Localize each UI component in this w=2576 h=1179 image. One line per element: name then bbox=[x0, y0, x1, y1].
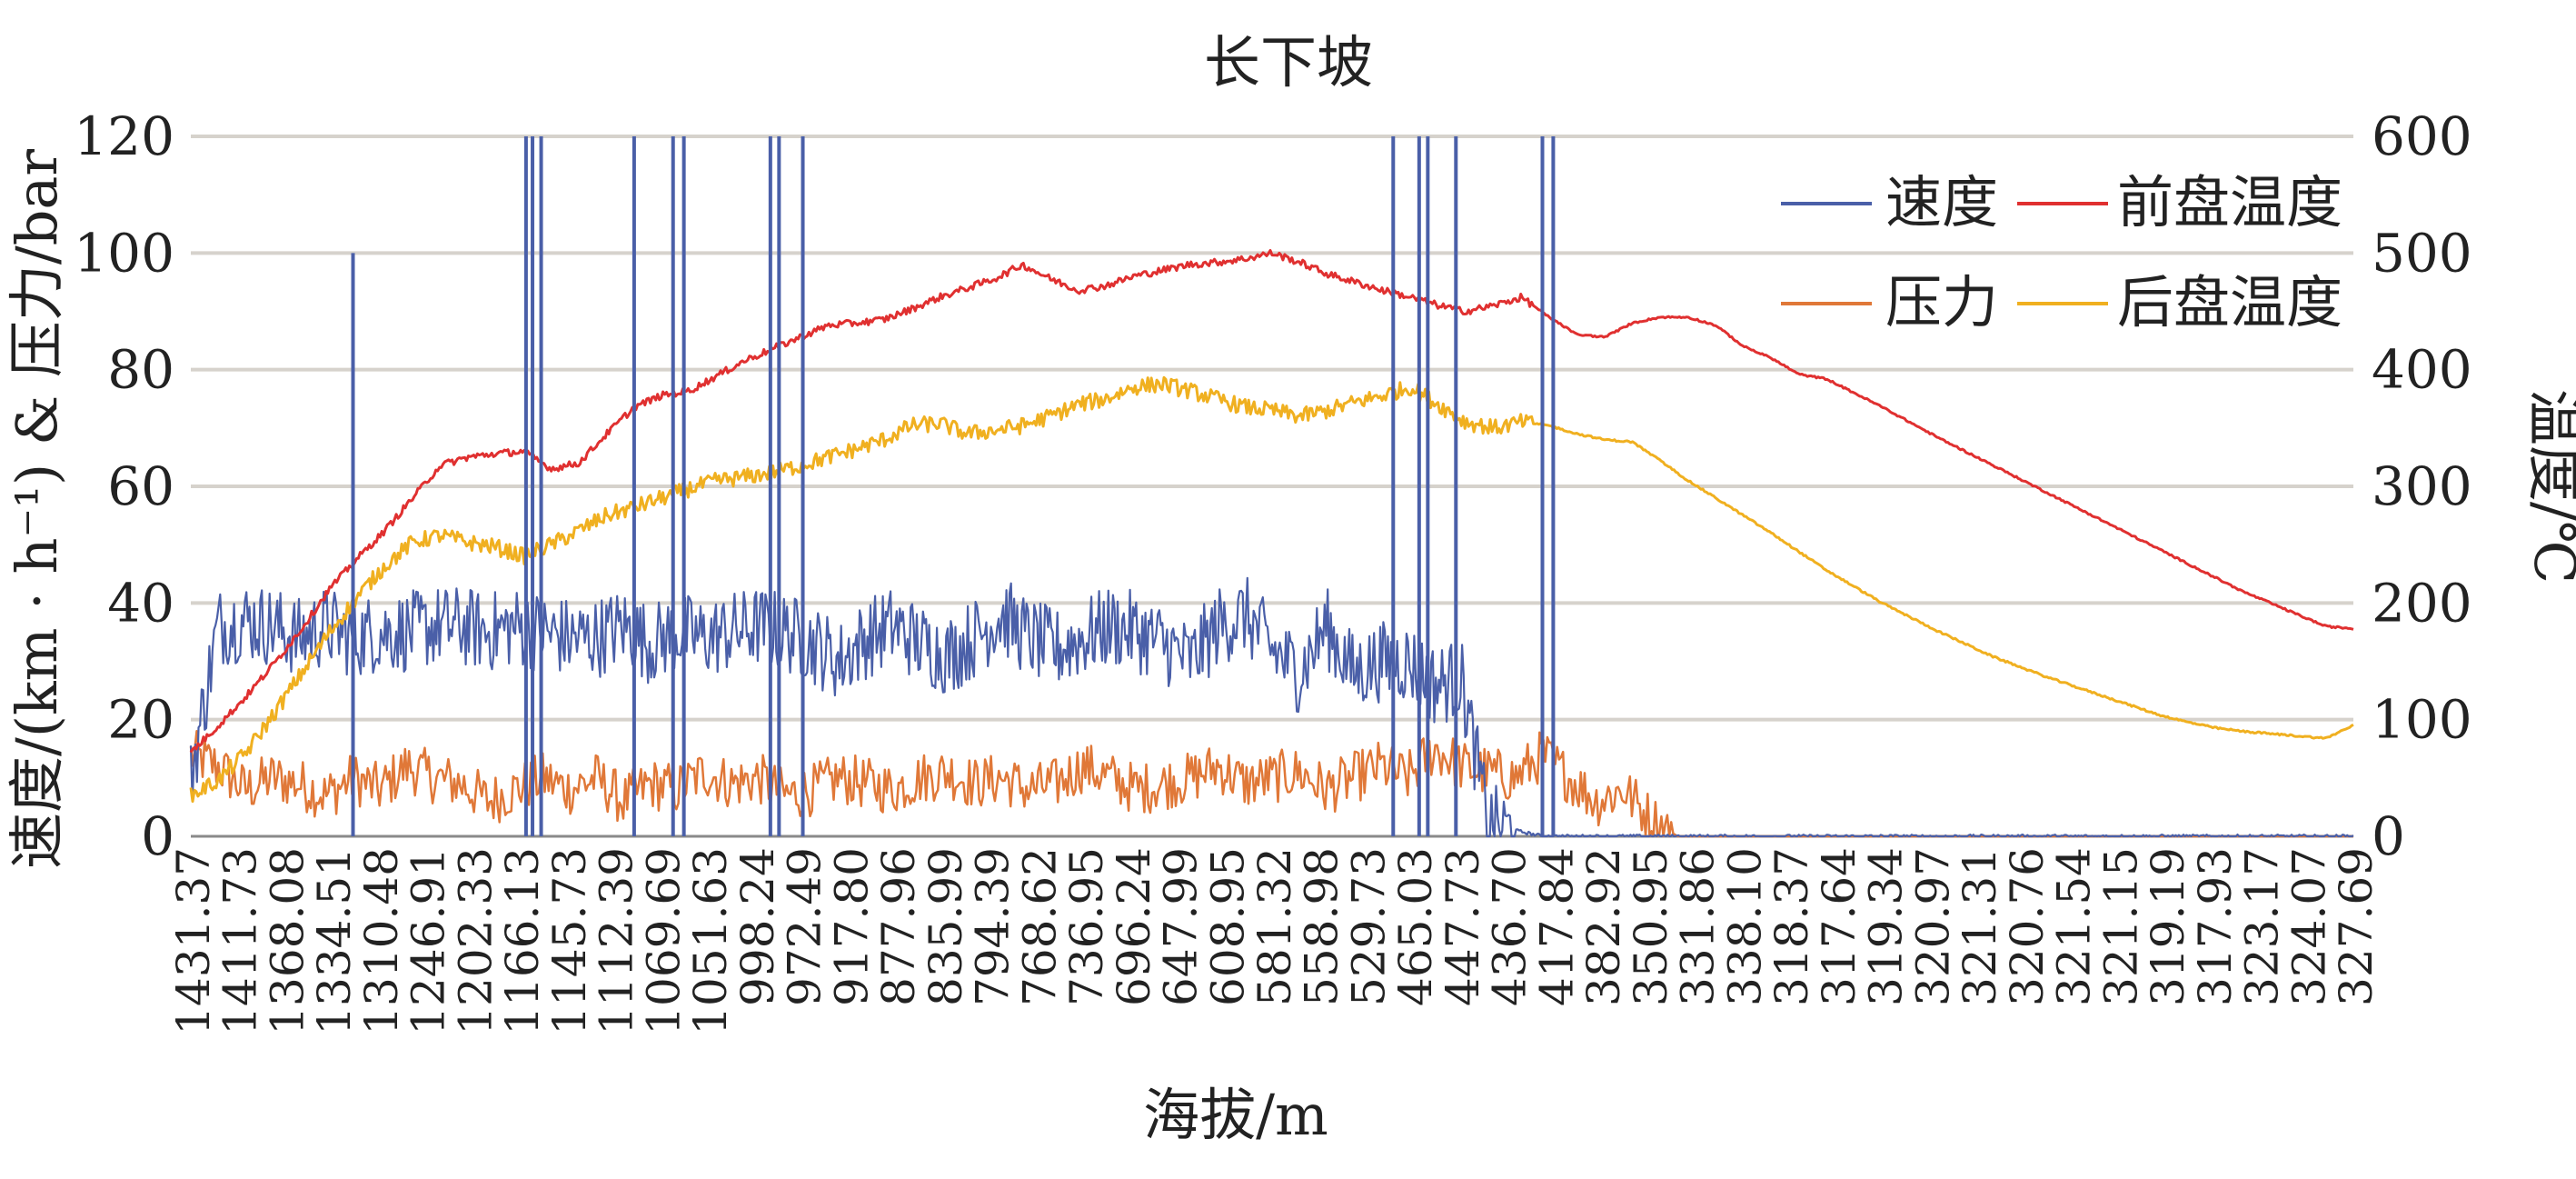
legend-label-rear-disc: 后盘温度 bbox=[2117, 269, 2342, 335]
x-tick-label: 736.95 bbox=[1060, 847, 1113, 1006]
y-right-tick-label: 600 bbox=[2372, 105, 2472, 167]
gridlines bbox=[191, 135, 2353, 838]
series-lines bbox=[189, 136, 2354, 838]
x-tick-label: 1051.63 bbox=[684, 847, 737, 1035]
left-y-ticks: 0 20 40 60 80 100 120 bbox=[74, 105, 174, 867]
x-tick-label: 1069.69 bbox=[637, 847, 690, 1035]
x-tick-label: 1166.13 bbox=[496, 847, 549, 1035]
x-tick-label: 327.69 bbox=[2330, 847, 2382, 1006]
y-left-tick-label: 120 bbox=[74, 105, 174, 167]
legend-label-front-disc: 前盘温度 bbox=[2117, 169, 2342, 235]
x-tick-label: 998.24 bbox=[731, 847, 784, 1006]
x-tick-label: 835.99 bbox=[920, 847, 972, 1006]
x-tick-label: 382.92 bbox=[1577, 847, 1630, 1006]
y-right-tick-label: 0 bbox=[2372, 805, 2405, 867]
x-tick-label: 917.80 bbox=[825, 847, 878, 1006]
y-right-tick-label: 500 bbox=[2372, 222, 2472, 284]
x-tick-label: 608.95 bbox=[1201, 847, 1254, 1006]
x-tick-label: 558.98 bbox=[1296, 847, 1348, 1006]
x-tick-label: 436.70 bbox=[1484, 847, 1537, 1006]
x-ticks: 1431.371411.731368.081334.511310.481246.… bbox=[167, 847, 2382, 1035]
x-tick-label: 321.54 bbox=[2048, 847, 2101, 1006]
legend: 速度 前盘温度 压力 后盘温度 bbox=[1781, 169, 2342, 335]
x-tick-label: 317.64 bbox=[1813, 847, 1865, 1006]
x-tick-label: 417.84 bbox=[1530, 847, 1583, 1006]
x-tick-label: 1145.73 bbox=[543, 847, 596, 1035]
y-left-tick-label: 20 bbox=[107, 689, 174, 751]
legend-label-pressure: 压力 bbox=[1885, 269, 1998, 335]
x-tick-label: 1246.91 bbox=[403, 847, 455, 1035]
x-tick-label: 529.73 bbox=[1342, 847, 1395, 1006]
y-left-tick-label: 100 bbox=[74, 222, 174, 284]
x-tick-label: 1411.73 bbox=[214, 847, 267, 1035]
legend-label-speed: 速度 bbox=[1885, 169, 1998, 235]
x-tick-label: 320.97 bbox=[1906, 847, 1959, 1006]
y-right-tick-label: 300 bbox=[2372, 455, 2472, 517]
chart-title: 长下坡 bbox=[1204, 29, 1373, 95]
x-tick-label: 323.17 bbox=[2236, 847, 2289, 1006]
x-tick-label: 317.93 bbox=[2189, 847, 2242, 1006]
x-tick-label: 331.86 bbox=[1672, 847, 1725, 1006]
right-y-ticks: 0 100 200 300 400 500 600 bbox=[2372, 105, 2472, 867]
x-axis-label: 海拔/m bbox=[1143, 1082, 1328, 1148]
x-tick-label: 1368.08 bbox=[261, 847, 313, 1035]
x-tick-label: 1202.33 bbox=[449, 847, 502, 1035]
x-tick-label: 324.07 bbox=[2283, 847, 2335, 1006]
x-tick-label: 877.96 bbox=[872, 847, 925, 1006]
x-tick-label: 447.73 bbox=[1437, 847, 1489, 1006]
x-tick-label: 320.76 bbox=[2001, 847, 2054, 1006]
y-right-tick-label: 200 bbox=[2372, 572, 2472, 634]
series-line-front-disc bbox=[189, 249, 2354, 754]
x-tick-label: 1112.39 bbox=[591, 847, 643, 1035]
y-left-tick-label: 0 bbox=[141, 805, 174, 867]
x-tick-label: 581.32 bbox=[1248, 847, 1301, 1006]
x-tick-label: 794.39 bbox=[967, 847, 1019, 1006]
x-tick-label: 1310.48 bbox=[355, 847, 408, 1035]
x-tick-label: 338.10 bbox=[1718, 847, 1771, 1006]
x-tick-label: 1431.37 bbox=[167, 847, 220, 1035]
x-tick-label: 647.99 bbox=[1155, 847, 1208, 1006]
y-left-axis-label: 速度/(km · h⁻¹) & 压力/bar bbox=[4, 149, 70, 869]
x-tick-label: 768.62 bbox=[1013, 847, 1066, 1006]
x-tick-label: 350.95 bbox=[1625, 847, 1677, 1006]
y-left-tick-label: 80 bbox=[107, 339, 174, 401]
x-tick-label: 1334.51 bbox=[308, 847, 361, 1035]
x-tick-label: 321.31 bbox=[1954, 847, 2006, 1006]
y-right-axis-label: 温度/℃ bbox=[2521, 389, 2576, 584]
y-left-tick-label: 40 bbox=[107, 572, 174, 634]
x-tick-label: 696.24 bbox=[1108, 847, 1160, 1006]
series-line-rear-disc bbox=[189, 375, 2354, 804]
x-tick-label: 465.03 bbox=[1389, 847, 1442, 1006]
series-line-pressure bbox=[189, 730, 2353, 838]
x-tick-label: 319.19 bbox=[2142, 847, 2194, 1006]
y-right-tick-label: 400 bbox=[2372, 339, 2472, 401]
x-tick-label: 318.37 bbox=[1765, 847, 1818, 1006]
x-tick-label: 321.15 bbox=[2094, 847, 2147, 1006]
x-tick-label: 972.49 bbox=[779, 847, 831, 1006]
x-tick-label: 319.34 bbox=[1860, 847, 1913, 1006]
y-left-tick-label: 60 bbox=[107, 455, 174, 517]
series-line-speed bbox=[189, 576, 2354, 838]
y-right-tick-label: 100 bbox=[2372, 689, 2472, 751]
